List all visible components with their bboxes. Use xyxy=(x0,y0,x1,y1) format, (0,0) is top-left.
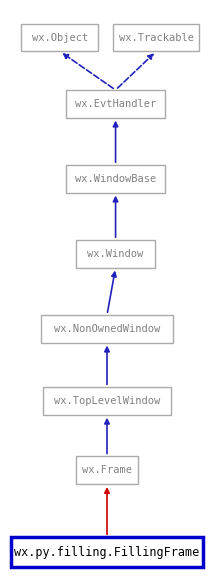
FancyBboxPatch shape xyxy=(76,240,155,268)
FancyBboxPatch shape xyxy=(66,90,165,118)
FancyBboxPatch shape xyxy=(76,456,138,484)
Text: wx.Trackable: wx.Trackable xyxy=(119,32,194,43)
Text: wx.TopLevelWindow: wx.TopLevelWindow xyxy=(54,396,160,406)
FancyBboxPatch shape xyxy=(11,537,203,567)
FancyBboxPatch shape xyxy=(21,24,98,51)
Text: wx.Object: wx.Object xyxy=(32,32,88,43)
FancyBboxPatch shape xyxy=(66,165,165,193)
Text: wx.py.filling.FillingFrame: wx.py.filling.FillingFrame xyxy=(14,546,200,559)
FancyBboxPatch shape xyxy=(113,24,199,51)
FancyBboxPatch shape xyxy=(41,315,173,343)
Text: wx.WindowBase: wx.WindowBase xyxy=(75,174,156,184)
Text: wx.Window: wx.Window xyxy=(88,249,144,259)
Text: wx.Frame: wx.Frame xyxy=(82,465,132,475)
Text: wx.NonOwnedWindow: wx.NonOwnedWindow xyxy=(54,324,160,334)
Text: wx.EvtHandler: wx.EvtHandler xyxy=(75,99,156,109)
FancyBboxPatch shape xyxy=(43,387,171,415)
